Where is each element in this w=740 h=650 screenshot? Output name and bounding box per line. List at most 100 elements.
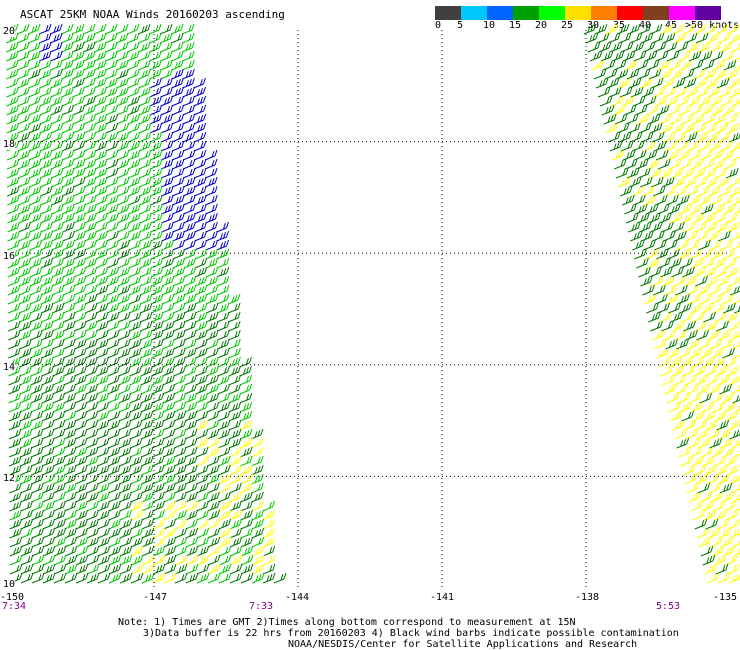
wind-barb: [596, 32, 610, 44]
wind-barb: [183, 293, 197, 305]
wind-barb: [116, 77, 129, 89]
wind-barb: [151, 446, 165, 458]
wind-barb: [594, 23, 608, 35]
wind-barb: [105, 113, 119, 125]
wind-barb: [194, 257, 208, 269]
wind-barb: [731, 539, 740, 548]
wind-barb: [683, 221, 696, 233]
wind-barb: [72, 176, 86, 188]
wind-barb: [151, 383, 165, 395]
wind-barb: [31, 563, 45, 575]
wind-barb: [216, 266, 230, 278]
wind-barb: [689, 347, 702, 359]
wind-barb: [72, 77, 85, 89]
wind-barb: [42, 482, 55, 494]
wind-barb: [105, 50, 118, 62]
wind-barb: [72, 50, 85, 62]
wind-barb: [94, 131, 108, 143]
wind-barb: [644, 50, 658, 62]
wind-barb: [668, 158, 682, 170]
wind-barb: [96, 437, 110, 449]
wind-barb: [64, 491, 77, 503]
wind-barb: [50, 140, 64, 152]
wind-barb: [185, 554, 199, 566]
wind-barb: [83, 59, 96, 71]
wind-barb: [63, 392, 77, 404]
wind-barb: [721, 491, 735, 503]
wind-barb: [64, 554, 78, 566]
wind-barb: [160, 68, 173, 80]
wind-barb: [129, 365, 142, 377]
wind-barb: [75, 563, 89, 575]
wind-barb: [239, 383, 253, 395]
wind-barb: [152, 527, 166, 539]
wind-barb: [715, 464, 729, 476]
wind-barb: [108, 536, 122, 548]
wind-barb: [96, 374, 110, 386]
wind-barb: [139, 275, 153, 287]
wind-barb: [27, 23, 41, 35]
wind-barb: [644, 293, 657, 305]
wind-barb: [75, 482, 88, 494]
wind-barb: [64, 527, 78, 539]
wind-barb: [52, 356, 65, 368]
wind-barb: [150, 284, 164, 296]
wind-barb: [51, 293, 65, 305]
wind-barb: [7, 203, 20, 215]
wind-barb: [228, 329, 241, 341]
wind-barb: [52, 401, 66, 413]
wind-barb: [149, 122, 163, 134]
wind-barb: [708, 41, 722, 53]
wind-barb: [7, 275, 21, 287]
wind-barb: [150, 194, 163, 206]
wind-barb: [41, 338, 54, 350]
wind-barb: [654, 338, 667, 350]
wind-barb: [94, 149, 108, 161]
wind-barb: [697, 482, 711, 494]
wind-barb: [593, 68, 607, 80]
wind-barb: [613, 158, 627, 170]
wind-barb: [41, 365, 54, 377]
wind-barb: [217, 428, 231, 440]
wind-barb: [722, 446, 736, 458]
wind-barb: [670, 410, 684, 422]
wind-barb: [72, 131, 86, 143]
wind-barb: [40, 302, 54, 314]
wind-barb: [710, 392, 724, 404]
wind-barb: [217, 401, 231, 413]
wind-barb: [119, 545, 133, 557]
wind-barb: [205, 212, 218, 224]
wind-barb: [730, 385, 740, 395]
wind-barb: [628, 221, 641, 233]
wind-barb: [196, 563, 210, 575]
wind-barb: [106, 212, 119, 224]
wind-barb: [639, 77, 653, 89]
wind-barb: [28, 68, 41, 80]
wind-barb: [638, 122, 652, 134]
wind-barb: [139, 203, 152, 215]
wind-barb: [85, 383, 99, 395]
wind-barb: [174, 482, 187, 494]
wind-barb: [163, 554, 177, 566]
wind-barb: [29, 248, 43, 260]
wind-barb: [695, 473, 709, 485]
wind-barb: [652, 329, 665, 341]
wind-barb: [149, 68, 162, 80]
wind-barb: [217, 338, 230, 350]
wind-barb: [18, 266, 32, 278]
wind-barb: [129, 356, 142, 368]
wind-barb: [728, 34, 740, 44]
wind-barb: [714, 212, 727, 224]
wind-barb: [20, 527, 34, 539]
wind-barb: [733, 354, 740, 359]
wind-barb: [216, 230, 229, 242]
wind-barb: [162, 410, 176, 422]
wind-barb: [674, 329, 687, 341]
wind-barb: [730, 286, 740, 296]
wind-barb: [161, 185, 174, 197]
wind-barb: [140, 374, 154, 386]
wind-barb: [62, 185, 75, 197]
wind-barb: [97, 536, 111, 548]
wind-barb: [675, 383, 689, 395]
wind-barb: [128, 212, 141, 224]
